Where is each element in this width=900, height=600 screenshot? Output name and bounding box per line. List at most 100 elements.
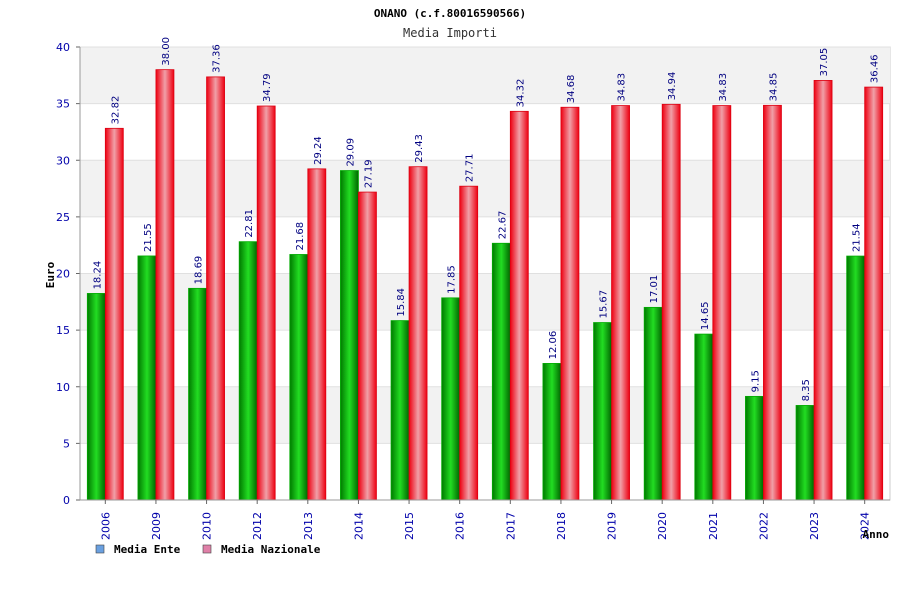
bar-media-ente-2024 bbox=[846, 255, 866, 501]
data-label: 37.05 bbox=[819, 48, 830, 77]
bar-media-ente-2012 bbox=[238, 241, 258, 501]
bar-media-nazionale-2017 bbox=[509, 110, 529, 501]
data-label: 29.43 bbox=[414, 134, 425, 163]
data-label: 14.65 bbox=[700, 301, 711, 330]
bar-media-ente-2009 bbox=[137, 255, 157, 501]
data-label: 36.46 bbox=[870, 54, 881, 83]
y-axis: 0 5 10 15 20 25 30 35 40 bbox=[56, 41, 81, 507]
legend-swatch-media-nazionale bbox=[202, 544, 212, 554]
data-label: 22.67 bbox=[497, 211, 508, 240]
data-label: 38.00 bbox=[161, 37, 172, 66]
data-label: 22.81 bbox=[244, 209, 255, 238]
data-label: 12.06 bbox=[548, 331, 559, 360]
x-tick-label: 2020 bbox=[656, 512, 669, 540]
bar-media-ente-2023 bbox=[795, 405, 815, 501]
bar-media-nazionale-2024 bbox=[864, 86, 884, 501]
bar-media-ente-2018 bbox=[542, 363, 562, 501]
x-tick-label: 2016 bbox=[454, 512, 467, 540]
bar-media-nazionale-2020 bbox=[661, 103, 681, 501]
data-label: 8.35 bbox=[801, 379, 812, 401]
y-tick-label: 40 bbox=[56, 41, 70, 54]
y-tick-label: 0 bbox=[63, 494, 70, 507]
bar-media-nazionale-2021 bbox=[712, 105, 732, 501]
bar-media-nazionale-2016 bbox=[459, 185, 479, 501]
bar-media-ente-2013 bbox=[289, 254, 309, 501]
x-tick-label: 2006 bbox=[99, 512, 112, 540]
bars-group bbox=[86, 69, 884, 501]
data-label: 27.71 bbox=[465, 154, 476, 183]
data-label: 34.68 bbox=[566, 75, 577, 104]
data-label: 17.01 bbox=[649, 275, 660, 304]
bar-media-ente-2019 bbox=[593, 322, 612, 501]
x-tick-label: 2023 bbox=[808, 512, 821, 540]
bar-media-ente-2010 bbox=[188, 287, 207, 501]
data-label: 34.79 bbox=[262, 73, 273, 102]
x-tick-label: 2009 bbox=[150, 512, 163, 540]
data-label: 9.15 bbox=[750, 370, 761, 392]
x-tick-label: 2019 bbox=[606, 512, 619, 540]
x-tick-label: 2018 bbox=[555, 512, 568, 540]
bar-media-nazionale-2023 bbox=[813, 80, 833, 501]
data-label: 21.54 bbox=[852, 223, 863, 252]
x-axis-label: Anno bbox=[863, 528, 890, 541]
bar-media-nazionale-2022 bbox=[763, 104, 782, 501]
y-axis-label: Euro bbox=[44, 261, 57, 288]
x-tick-label: 2013 bbox=[302, 512, 315, 540]
data-label: 27.19 bbox=[363, 159, 374, 188]
bar-media-ente-2014 bbox=[340, 170, 359, 501]
data-label: 21.55 bbox=[143, 223, 154, 252]
bar-media-nazionale-2014 bbox=[358, 191, 377, 501]
data-label: 17.85 bbox=[447, 265, 458, 294]
y-tick-label: 20 bbox=[56, 268, 70, 281]
y-tick-label: 35 bbox=[56, 98, 70, 111]
bar-media-ente-2017 bbox=[491, 242, 511, 501]
data-labels-group: 18.24 32.82 21.55 38.00 18.69 37.36 22.81 34.79… bbox=[92, 37, 880, 401]
bar-media-ente-2022 bbox=[745, 395, 764, 501]
data-label: 34.83 bbox=[718, 73, 729, 102]
bar-media-nazionale-2015 bbox=[408, 166, 428, 501]
y-tick-label: 25 bbox=[56, 211, 70, 224]
legend-label-media-nazionale: Media Nazionale bbox=[221, 543, 321, 556]
data-label: 21.68 bbox=[295, 222, 306, 251]
bar-media-ente-2020 bbox=[643, 306, 663, 501]
bar-media-ente-2006 bbox=[86, 293, 106, 501]
x-tick-label: 2014 bbox=[352, 512, 365, 540]
legend-swatch-media-ente bbox=[95, 544, 105, 554]
data-label: 37.36 bbox=[212, 44, 223, 73]
x-tick-label: 2017 bbox=[504, 512, 517, 540]
x-axis: 2006 2009 2010 2012 2013 2014 2015 2016 2017 2018… bbox=[80, 499, 890, 540]
bar-media-ente-2016 bbox=[441, 297, 461, 501]
bar-media-nazionale-2018 bbox=[560, 106, 580, 501]
data-label: 34.32 bbox=[515, 79, 526, 108]
chart-subtitle: Media Importi bbox=[403, 26, 497, 40]
bar-media-nazionale-2006 bbox=[104, 127, 124, 501]
legend: Media Ente Media Nazionale bbox=[95, 543, 321, 556]
x-tick-label: 2010 bbox=[201, 512, 214, 540]
bar-media-nazionale-2013 bbox=[307, 168, 327, 501]
x-tick-label: 2022 bbox=[757, 512, 770, 540]
data-label: 32.82 bbox=[110, 96, 121, 125]
bar-media-nazionale-2012 bbox=[256, 105, 276, 501]
x-tick-label: 2015 bbox=[403, 512, 416, 540]
bar-media-nazionale-2009 bbox=[155, 69, 175, 501]
x-tick-label: 2012 bbox=[251, 512, 264, 540]
y-tick-label: 10 bbox=[56, 381, 70, 394]
x-tick-label: 2021 bbox=[707, 512, 720, 540]
y-tick-label: 30 bbox=[56, 154, 70, 167]
data-label: 34.85 bbox=[768, 73, 779, 102]
bar-media-nazionale-2019 bbox=[611, 105, 630, 501]
chart-title: ONANO (c.f.80016590566) bbox=[374, 7, 526, 20]
data-label: 29.24 bbox=[313, 136, 324, 165]
data-label: 18.24 bbox=[92, 261, 103, 290]
data-label: 15.84 bbox=[396, 288, 407, 317]
data-label: 15.67 bbox=[599, 290, 610, 319]
data-label: 29.09 bbox=[345, 138, 356, 167]
y-tick-label: 15 bbox=[56, 324, 70, 337]
data-label: 18.69 bbox=[194, 256, 205, 285]
bar-media-ente-2015 bbox=[390, 320, 410, 501]
y-tick-label: 5 bbox=[63, 437, 70, 450]
bar-media-nazionale-2010 bbox=[206, 76, 225, 501]
bar-media-ente-2021 bbox=[694, 333, 714, 501]
data-label: 34.83 bbox=[617, 73, 628, 102]
